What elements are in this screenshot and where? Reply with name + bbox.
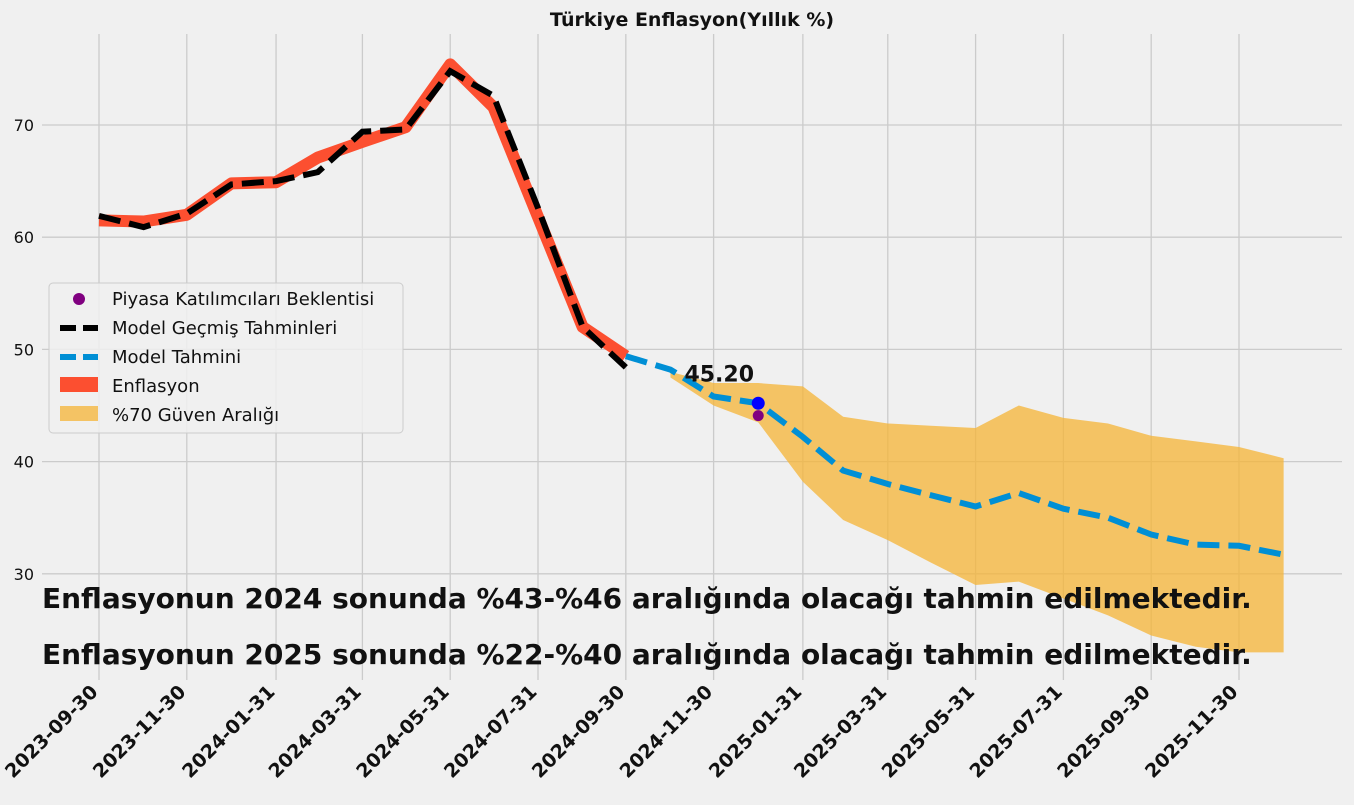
x-axis-ticks: 2023-09-302023-11-302024-01-312024-03-31…: [1, 681, 1243, 783]
series-line-model-history: [98, 67, 628, 370]
points: [751, 396, 765, 422]
series-line-model-forecast: [624, 353, 1285, 558]
y-axis-ticks: 30 40 50 60 70: [14, 116, 34, 584]
footnote-2025: Enflasyonun 2025 sonunda %22-%40 aralığı…: [42, 638, 1252, 671]
chart-title: Türkiye Enflasyon(Yıllık %): [550, 9, 834, 31]
x-tick-label: 2023-11-30: [89, 681, 191, 783]
x-tick-label: 2024-09-30: [528, 681, 630, 783]
confidence-band: [670, 371, 1284, 653]
confidence-band-area: [670, 371, 1284, 653]
x-tick-label: 2024-03-31: [264, 681, 366, 783]
y-tick-label: 60: [14, 228, 34, 247]
legend-patch-confidence: [60, 406, 98, 421]
x-tick-label: 2023-09-30: [1, 681, 103, 783]
x-tick-label: 2025-11-30: [1141, 681, 1243, 783]
legend-label-model-history: Model Geçmiş Tahminleri: [112, 318, 337, 339]
y-tick-label: 30: [14, 565, 34, 584]
legend-marker-expectation: [73, 293, 85, 305]
footnote-2024: Enflasyonun 2024 sonunda %43-%46 aralığı…: [42, 582, 1252, 615]
series-lines: [98, 58, 1285, 558]
x-tick-label: 2025-05-31: [878, 681, 980, 783]
x-tick-label: 2024-07-31: [440, 681, 542, 783]
x-tick-label: 2024-05-31: [352, 681, 454, 783]
y-tick-label: 70: [14, 116, 34, 135]
annotated-point: [751, 396, 765, 410]
legend-label-confidence: %70 Güven Aralığı: [112, 405, 279, 426]
series-line-inflation: [98, 58, 630, 362]
legend: Piyasa Katılımcıları Beklentisi Model Ge…: [48, 282, 404, 434]
x-tick-label: 2025-07-31: [965, 681, 1067, 783]
y-tick-label: 40: [14, 453, 34, 472]
legend-label-inflation: Enflasyon: [112, 376, 200, 397]
legend-label-expectation: Piyasa Katılımcıları Beklentisi: [112, 289, 374, 310]
legend-label-model-forecast: Model Tahmini: [112, 347, 241, 368]
annotation-label: 45.20: [684, 362, 754, 387]
x-tick-label: 2025-09-30: [1053, 681, 1155, 783]
legend-patch-inflation: [60, 377, 98, 392]
y-tick-label: 50: [14, 340, 34, 359]
legend-box: [48, 282, 404, 434]
x-tick-label: 2024-11-30: [616, 681, 718, 783]
expectation-point: [752, 410, 764, 422]
